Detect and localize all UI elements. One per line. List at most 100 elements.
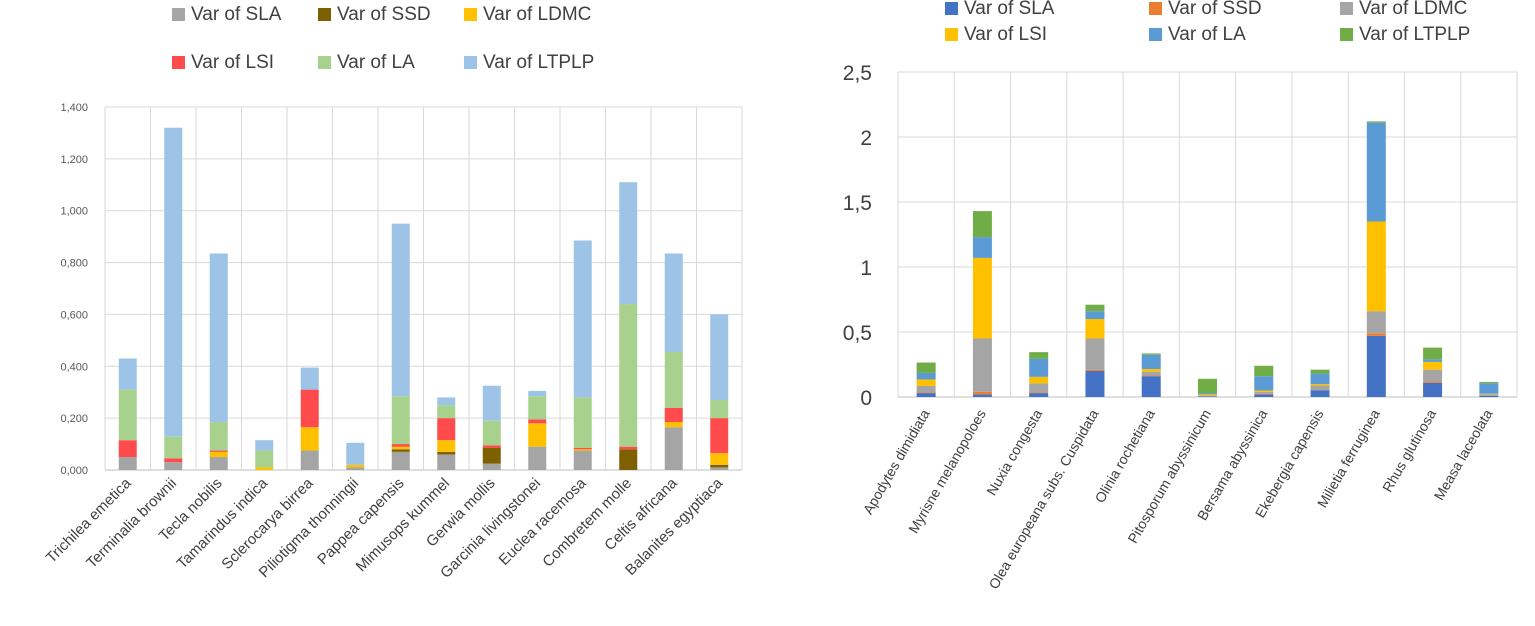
bar-segment bbox=[528, 390, 547, 397]
bar-segment bbox=[1310, 385, 1330, 391]
bar-segment bbox=[1029, 392, 1049, 394]
bar-segment bbox=[1029, 352, 1049, 359]
y-tick-label: 1,5 bbox=[843, 192, 872, 215]
bar-segment bbox=[528, 419, 547, 424]
bar-segment bbox=[1366, 333, 1386, 336]
bar-segment bbox=[1029, 393, 1049, 397]
bar-segment bbox=[209, 457, 228, 470]
legend-label: Var of SLA bbox=[964, 0, 1055, 19]
legend-swatch bbox=[172, 56, 185, 69]
bar-segment bbox=[437, 405, 456, 419]
x-tick-label: Nuxia congesta bbox=[983, 406, 1045, 498]
bar-segment bbox=[482, 463, 501, 470]
legend-item: Var of LSI bbox=[945, 24, 1047, 45]
x-tick-label: Olea europeana subs. Cuspidata bbox=[985, 406, 1101, 591]
bar-segment bbox=[1254, 390, 1274, 392]
bar-segment bbox=[710, 453, 729, 465]
bar-segment bbox=[710, 399, 729, 419]
legend-item: Var of LSI bbox=[172, 52, 274, 73]
bar-segment bbox=[1479, 395, 1499, 397]
bar-segment bbox=[437, 454, 456, 470]
bar-segment bbox=[1085, 371, 1105, 397]
legend-swatch bbox=[945, 28, 958, 41]
bar-segment bbox=[573, 450, 592, 470]
bar-segment bbox=[300, 427, 319, 451]
bar-segment bbox=[255, 450, 274, 468]
bar-segment bbox=[1479, 393, 1499, 395]
bar-segment bbox=[916, 372, 936, 380]
bar-segment bbox=[391, 451, 410, 470]
bar-segment bbox=[1198, 394, 1217, 396]
y-tick-label: 0 bbox=[860, 387, 872, 410]
bar-segment bbox=[619, 304, 638, 447]
bar-segment bbox=[1085, 319, 1105, 339]
bar-segment bbox=[664, 253, 683, 353]
legend-item: Var of LTPLP bbox=[1340, 24, 1470, 45]
bar-segment bbox=[437, 440, 456, 452]
bar-segment bbox=[528, 446, 547, 470]
legend-swatch bbox=[318, 8, 331, 21]
chart-1: 0,000 0,200 0,400 0,600 0,800 1,000 1,200 1,400… bbox=[43, 4, 743, 582]
bar-segment bbox=[916, 393, 936, 397]
bar-segment bbox=[916, 362, 936, 373]
bar-segment bbox=[1479, 394, 1499, 396]
legend-label: Var of LSI bbox=[191, 52, 274, 73]
y-tick-label: 0,000 bbox=[60, 465, 88, 477]
bar-segment bbox=[118, 358, 137, 390]
legend-label: Var of SSD bbox=[1168, 0, 1262, 19]
bar-segment bbox=[1423, 347, 1443, 360]
bar-segment bbox=[1254, 376, 1274, 391]
legend-item: Var of LA bbox=[318, 52, 415, 73]
legend-item: Var of LDMC bbox=[464, 4, 591, 25]
legend-item: Var of LA bbox=[1149, 24, 1246, 45]
legend-item: Var of SLA bbox=[945, 0, 1055, 19]
bar-segment bbox=[209, 450, 228, 452]
bar-segment bbox=[528, 396, 547, 420]
legend-swatch bbox=[1149, 28, 1162, 41]
legend-swatch bbox=[945, 2, 958, 15]
bar-segment bbox=[1310, 373, 1330, 384]
legend-item: Var of LDMC bbox=[1340, 0, 1467, 19]
y-tick-label: 0,800 bbox=[60, 258, 88, 270]
legend-swatch bbox=[1149, 2, 1162, 15]
bar-segment bbox=[118, 440, 137, 458]
bar-segment bbox=[1029, 376, 1049, 384]
legend-swatch bbox=[318, 56, 331, 69]
bar-segment bbox=[619, 449, 638, 470]
bar-segment bbox=[664, 427, 683, 470]
legend-label: Var of LTPLP bbox=[1359, 24, 1470, 45]
bar-segment bbox=[972, 391, 992, 395]
bar-segment bbox=[346, 464, 365, 468]
bar-segment bbox=[664, 407, 683, 423]
legend-label: Var of SSD bbox=[337, 4, 431, 25]
bar-segment bbox=[346, 442, 365, 465]
y-tick-label: 1,000 bbox=[60, 206, 88, 218]
bar-segment bbox=[1085, 369, 1105, 371]
bar-segment bbox=[972, 211, 992, 238]
bar-segment bbox=[164, 127, 183, 437]
bar-segment bbox=[619, 446, 638, 450]
legend-item: Var of LTPLP bbox=[464, 52, 594, 73]
bar-segment bbox=[437, 418, 456, 441]
bar-segment bbox=[300, 389, 319, 428]
bar-segment bbox=[972, 338, 992, 392]
bar-segment bbox=[1198, 393, 1217, 395]
bar-segment bbox=[1310, 390, 1330, 397]
y-tick-label: 0,200 bbox=[60, 413, 88, 425]
bar-segment bbox=[437, 451, 456, 455]
legend-item: Var of SSD bbox=[318, 4, 431, 25]
y-tick-label: 1 bbox=[860, 257, 872, 280]
legend-label: Var of LA bbox=[337, 52, 415, 73]
bar-segment bbox=[1029, 358, 1049, 377]
bar-segment bbox=[1085, 338, 1105, 370]
bar-segment bbox=[391, 444, 410, 447]
y-tick-label: 1,400 bbox=[60, 102, 88, 114]
bar-segment bbox=[1254, 391, 1274, 394]
bar-segment bbox=[1423, 361, 1443, 370]
bar-segment bbox=[1366, 221, 1386, 312]
bar-segment bbox=[1254, 394, 1274, 397]
bar-segment bbox=[573, 240, 592, 398]
bar-segment bbox=[1141, 354, 1161, 370]
bar-segment bbox=[255, 467, 274, 470]
